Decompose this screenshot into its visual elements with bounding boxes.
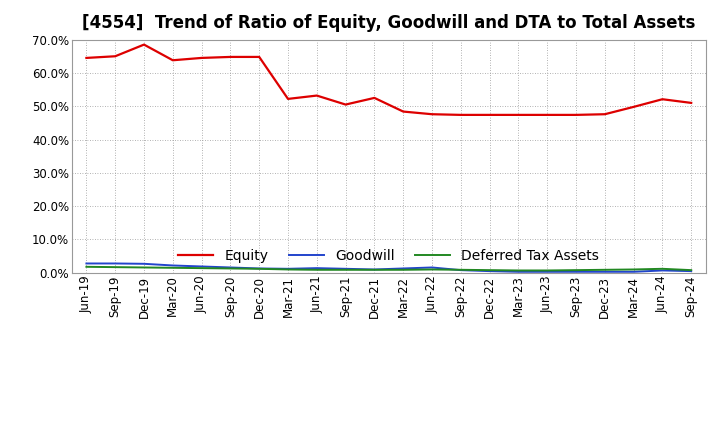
Goodwill [514,269,523,275]
Goodwill [485,268,494,274]
Line: Deferred Tax Assets: Deferred Tax Assets [86,267,691,271]
Equity [226,54,235,59]
Equity [111,54,120,59]
Deferred Tax Assets [341,267,350,272]
Deferred Tax Assets [687,268,696,273]
Deferred Tax Assets [140,265,148,270]
Equity [168,58,177,63]
Equity [428,112,436,117]
Deferred Tax Assets [111,264,120,270]
Equity [456,112,465,117]
Goodwill [111,261,120,266]
Goodwill [456,268,465,273]
Equity [658,97,667,102]
Goodwill [284,266,292,271]
Deferred Tax Assets [255,266,264,271]
Deferred Tax Assets [82,264,91,269]
Deferred Tax Assets [284,267,292,272]
Equity [600,112,609,117]
Deferred Tax Assets [168,265,177,271]
Goodwill [399,266,408,271]
Goodwill [658,268,667,273]
Deferred Tax Assets [456,267,465,272]
Goodwill [82,261,91,266]
Line: Goodwill: Goodwill [86,264,691,272]
Equity [485,112,494,117]
Equity [255,54,264,59]
Goodwill [341,266,350,271]
Deferred Tax Assets [485,268,494,273]
Equity [312,93,321,98]
Deferred Tax Assets [629,267,638,272]
Goodwill [428,265,436,270]
Title: [4554]  Trend of Ratio of Equity, Goodwill and DTA to Total Assets: [4554] Trend of Ratio of Equity, Goodwil… [82,15,696,33]
Deferred Tax Assets [658,266,667,271]
Line: Equity: Equity [86,44,691,115]
Deferred Tax Assets [399,267,408,272]
Deferred Tax Assets [312,267,321,272]
Equity [399,109,408,114]
Equity [341,102,350,107]
Equity [514,112,523,117]
Equity [687,100,696,106]
Deferred Tax Assets [600,267,609,272]
Deferred Tax Assets [572,268,580,273]
Deferred Tax Assets [370,267,379,272]
Goodwill [600,269,609,275]
Deferred Tax Assets [428,267,436,272]
Goodwill [572,269,580,275]
Equity [284,96,292,102]
Goodwill [197,264,206,269]
Equity [140,42,148,47]
Legend: Equity, Goodwill, Deferred Tax Assets: Equity, Goodwill, Deferred Tax Assets [173,243,605,268]
Goodwill [629,269,638,275]
Goodwill [370,267,379,272]
Goodwill [140,261,148,267]
Deferred Tax Assets [514,268,523,273]
Deferred Tax Assets [197,265,206,271]
Equity [370,95,379,100]
Deferred Tax Assets [226,266,235,271]
Goodwill [226,265,235,270]
Goodwill [543,269,552,275]
Goodwill [312,265,321,271]
Equity [82,55,91,61]
Equity [197,55,206,61]
Goodwill [687,268,696,274]
Goodwill [168,263,177,268]
Goodwill [255,266,264,271]
Equity [543,112,552,117]
Equity [629,104,638,110]
Equity [572,112,580,117]
Deferred Tax Assets [543,268,552,273]
